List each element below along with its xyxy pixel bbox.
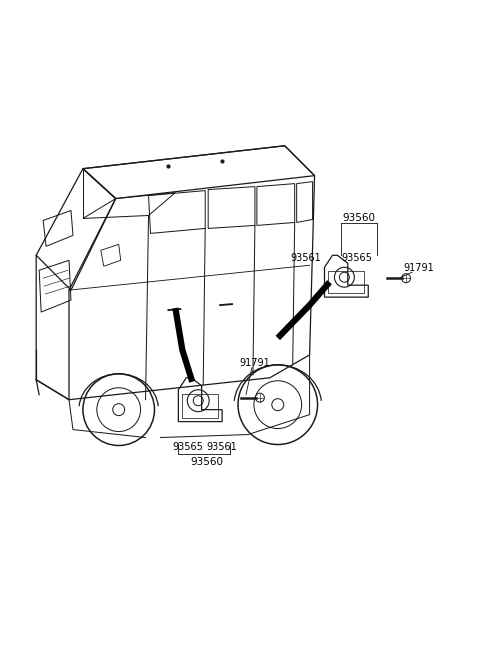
Text: 93560: 93560 xyxy=(191,457,224,468)
Text: 91791: 91791 xyxy=(240,358,270,368)
Text: 93560: 93560 xyxy=(343,213,376,224)
Text: 93565: 93565 xyxy=(341,253,372,263)
Text: 91791: 91791 xyxy=(404,263,434,274)
Text: 93561: 93561 xyxy=(207,443,238,453)
Text: 93565: 93565 xyxy=(173,443,204,453)
Text: 93561: 93561 xyxy=(291,253,322,263)
